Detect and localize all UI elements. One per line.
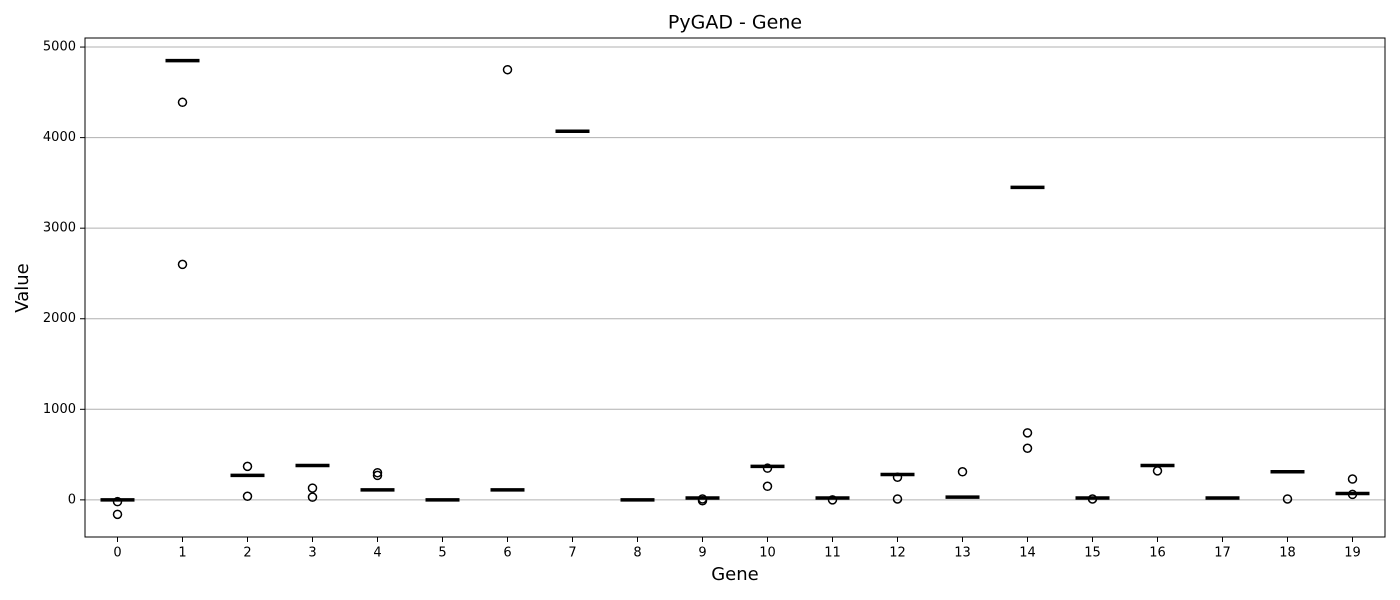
outlier: [177, 259, 188, 270]
x-tick-label: 10: [759, 546, 776, 561]
x-tick-label: 12: [889, 546, 906, 561]
outlier: [1022, 443, 1033, 453]
outlier: [1022, 428, 1033, 438]
outlier: [1152, 466, 1163, 476]
outlier: [762, 463, 773, 473]
outlier: [1347, 489, 1358, 500]
y-tick-label: 3000: [43, 221, 76, 236]
outlier: [827, 495, 838, 505]
outlier: [112, 496, 123, 507]
x-tick-label: 17: [1214, 546, 1231, 561]
outlier: [307, 483, 318, 493]
chart-title: PyGAD - Gene: [668, 12, 802, 34]
outlier: [1087, 494, 1098, 504]
x-tick-label: 5: [438, 546, 446, 561]
x-axis-label: Gene: [711, 564, 759, 585]
y-tick-label: 0: [68, 492, 76, 507]
x-tick-label: 18: [1279, 546, 1296, 561]
outlier: [1282, 494, 1293, 504]
x-tick-label: 9: [698, 546, 706, 561]
outlier: [957, 467, 968, 477]
outlier: [892, 472, 903, 482]
x-tick-label: 13: [954, 546, 971, 561]
x-tick-label: 8: [633, 546, 641, 561]
outlier: [892, 494, 903, 504]
x-tick-label: 14: [1019, 546, 1036, 561]
outlier: [242, 461, 253, 472]
outlier: [307, 492, 318, 502]
x-tick-label: 15: [1084, 546, 1101, 561]
x-tick-label: 0: [113, 546, 121, 561]
outlier: [372, 470, 383, 481]
y-tick-label: 4000: [43, 130, 76, 145]
x-tick-label: 11: [824, 546, 841, 561]
outlier: [697, 496, 708, 506]
x-tick-label: 3: [308, 546, 316, 561]
outlier: [177, 97, 188, 108]
y-axis-label: Value: [12, 263, 33, 312]
x-tick-label: 16: [1149, 546, 1166, 561]
plot-frame: [84, 37, 1386, 538]
outlier: [112, 509, 123, 520]
outlier: [502, 64, 513, 75]
x-tick-label: 19: [1344, 546, 1361, 561]
x-tick-label: 7: [568, 546, 576, 561]
x-tick-label: 4: [373, 546, 381, 561]
y-tick-label: 1000: [43, 402, 76, 417]
y-tick-label: 2000: [43, 311, 76, 326]
outlier: [372, 467, 383, 478]
y-tick-label: 5000: [43, 40, 76, 55]
outlier: [762, 481, 773, 492]
outlier: [242, 491, 253, 501]
x-tick-label: 6: [503, 546, 511, 561]
outlier: [1347, 474, 1358, 484]
x-tick-label: 2: [243, 546, 251, 561]
x-tick-label: 1: [178, 546, 186, 561]
